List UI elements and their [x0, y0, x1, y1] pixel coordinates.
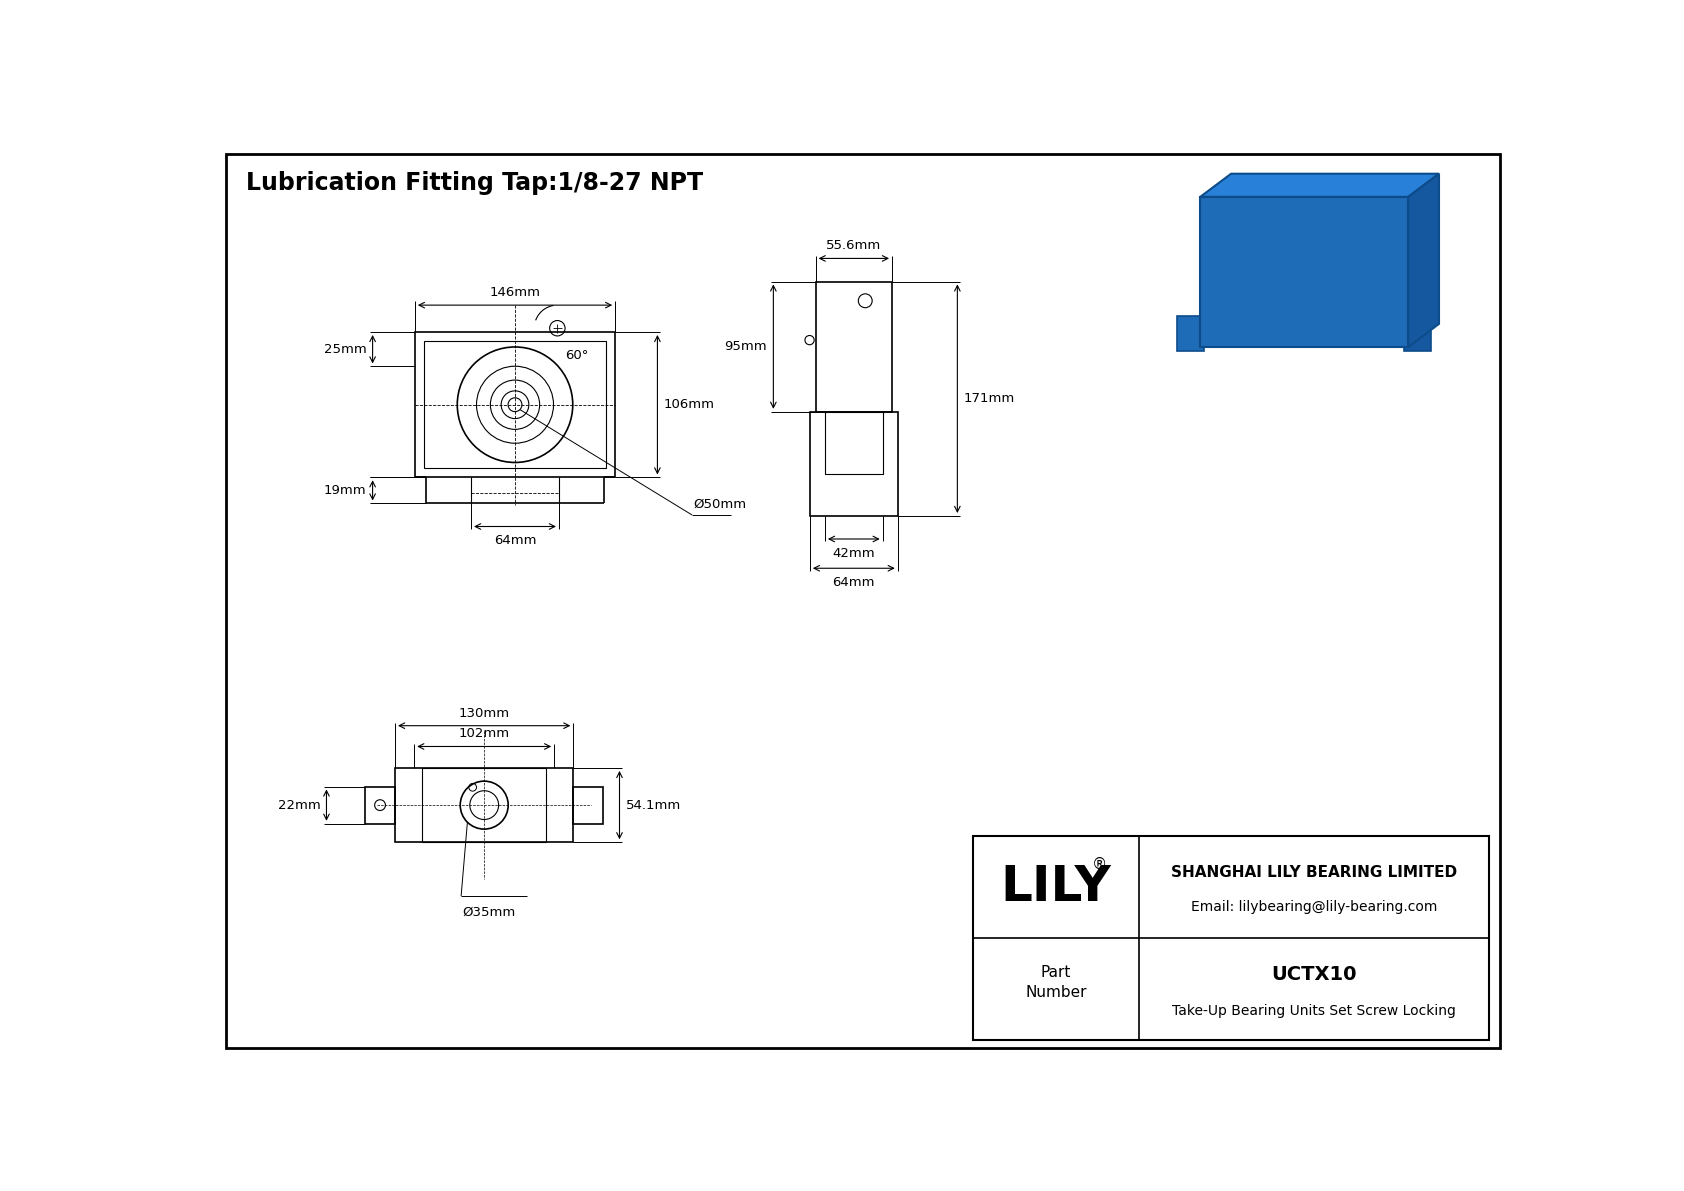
Circle shape: [1327, 199, 1346, 218]
Text: 42mm: 42mm: [832, 547, 876, 560]
Bar: [973, 836, 1489, 1040]
Text: Part
Number: Part Number: [1026, 966, 1086, 1000]
Polygon shape: [1408, 174, 1440, 347]
Circle shape: [1302, 248, 1327, 273]
Bar: [414, 332, 615, 478]
Bar: [1201, 197, 1408, 347]
Text: 64mm: 64mm: [493, 535, 536, 547]
Text: 106mm: 106mm: [663, 398, 714, 411]
Circle shape: [1278, 223, 1352, 297]
Bar: [573, 786, 603, 824]
Text: Ø50mm: Ø50mm: [694, 498, 746, 511]
Text: 95mm: 95mm: [724, 341, 768, 353]
Bar: [1177, 316, 1204, 351]
Text: Email: lilybearing@lily-bearing.com: Email: lilybearing@lily-bearing.com: [1191, 900, 1436, 915]
Text: 54.1mm: 54.1mm: [626, 799, 680, 811]
Text: 64mm: 64mm: [832, 576, 876, 590]
Text: 22mm: 22mm: [278, 799, 320, 811]
Bar: [396, 768, 573, 842]
Text: LILY: LILY: [1000, 863, 1111, 911]
Text: 171mm: 171mm: [963, 392, 1015, 405]
Text: SHANGHAI LILY BEARING LIMITED: SHANGHAI LILY BEARING LIMITED: [1170, 865, 1457, 880]
Text: Lubrication Fitting Tap:1/8-27 NPT: Lubrication Fitting Tap:1/8-27 NPT: [246, 172, 702, 195]
Text: 60°: 60°: [566, 349, 588, 362]
Text: Take-Up Bearing Units Set Screw Locking: Take-Up Bearing Units Set Screw Locking: [1172, 1004, 1457, 1018]
Text: Ø35mm: Ø35mm: [463, 905, 515, 918]
Polygon shape: [1201, 174, 1440, 197]
Circle shape: [1290, 236, 1339, 285]
Text: 146mm: 146mm: [490, 286, 541, 299]
Bar: [365, 786, 396, 824]
Text: 55.6mm: 55.6mm: [827, 239, 881, 252]
Text: 130mm: 130mm: [458, 706, 510, 719]
Text: 25mm: 25mm: [323, 343, 367, 356]
Text: ®: ®: [1093, 856, 1108, 872]
Bar: [825, 412, 882, 474]
Bar: [424, 342, 606, 468]
Bar: [1404, 316, 1431, 351]
Text: UCTX10: UCTX10: [1271, 965, 1357, 984]
Bar: [810, 412, 898, 516]
Bar: [815, 281, 893, 412]
Bar: [423, 768, 546, 842]
Text: 102mm: 102mm: [458, 728, 510, 741]
Text: 19mm: 19mm: [323, 484, 367, 497]
